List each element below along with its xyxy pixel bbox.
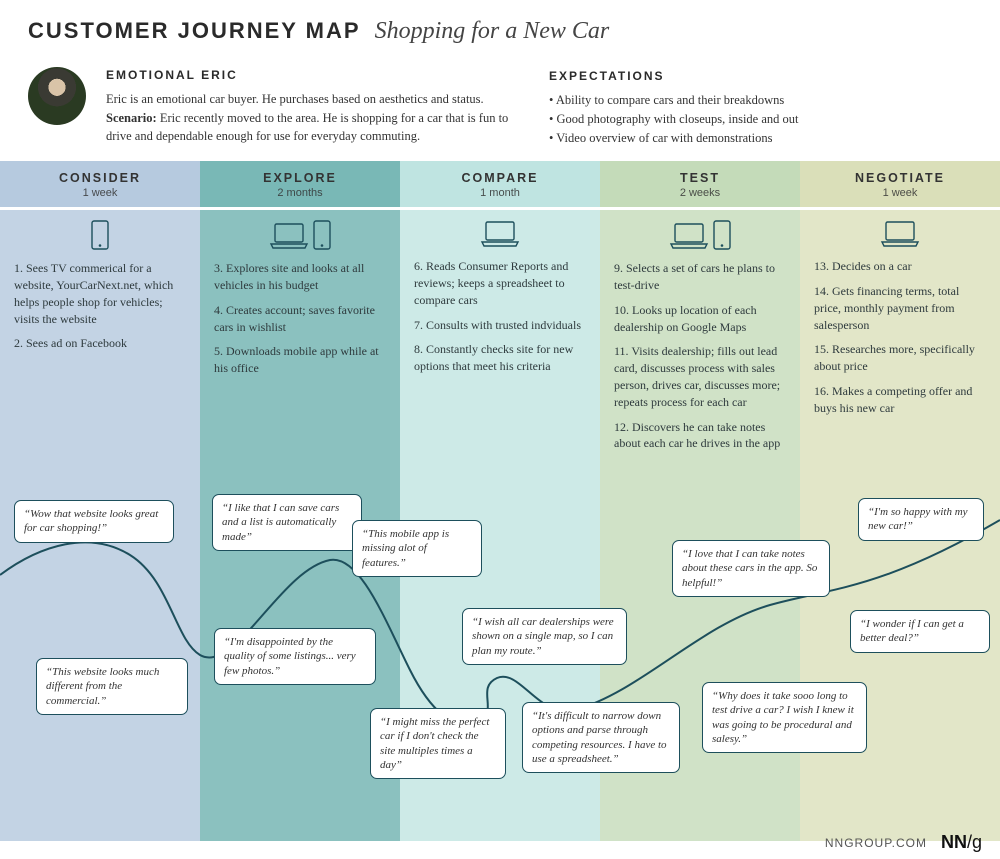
phase-steps: 9. Selects a set of cars he plans to tes… <box>614 260 786 452</box>
phase-steps: 3. Explores site and looks at all vehicl… <box>214 260 386 377</box>
phase-name: TEST <box>604 171 796 185</box>
phase-body: 6. Reads Consumer Reports and reviews; k… <box>400 210 600 490</box>
phase-body: 3. Explores site and looks at all vehicl… <box>200 210 400 490</box>
scenario-label: Scenario: <box>106 111 157 125</box>
device-icons <box>814 220 986 248</box>
step-item: 9. Selects a set of cars he plans to tes… <box>614 260 786 294</box>
quote-bubble: “I might miss the perfect car if I don't… <box>370 708 506 779</box>
step-item: 10. Looks up location of each dealership… <box>614 302 786 336</box>
phase-steps: 6. Reads Consumer Reports and reviews; k… <box>414 258 586 375</box>
phase-duration: 2 months <box>204 187 396 199</box>
expectation-item: Good photography with closeups, inside a… <box>549 110 972 129</box>
quote-bubble: “This mobile app is missing alot of feat… <box>352 520 482 577</box>
step-item: 11. Visits dealership; fills out lead ca… <box>614 343 786 410</box>
step-item: 4. Creates account; saves favorite cars … <box>214 302 386 336</box>
quote-bubble: “I like that I can save cars and a list … <box>212 494 362 551</box>
phase-body: 13. Decides on a car 14. Gets financing t… <box>800 210 1000 490</box>
expectation-item: Ability to compare cars and their breakd… <box>549 91 972 110</box>
phase-duration: 1 week <box>4 187 196 199</box>
footer-site: NNGROUP.COM <box>825 836 927 850</box>
expectations-list: Ability to compare cars and their breakd… <box>549 91 972 147</box>
step-item: 1. Sees TV commerical for a website, You… <box>14 260 186 327</box>
quote-bubble: “I love that I can take notes about thes… <box>672 540 830 597</box>
expectations-label: EXPECTATIONS <box>549 67 972 85</box>
phase-name: CONSIDER <box>4 171 196 185</box>
phase-steps: 13. Decides on a car 14. Gets financing t… <box>814 258 986 416</box>
phase-body: 1. Sees TV commerical for a website, You… <box>0 210 200 490</box>
persona-text: EMOTIONAL ERIC Eric is an emotional car … <box>106 67 529 145</box>
step-item: 13. Decides on a car <box>814 258 986 275</box>
step-item: 6. Reads Consumer Reports and reviews; k… <box>414 258 586 308</box>
scenario-text: Eric recently moved to the area. He is s… <box>106 111 508 143</box>
persona-row: EMOTIONAL ERIC Eric is an emotional car … <box>0 53 1000 161</box>
step-item: 15. Researches more, specifically about … <box>814 341 986 375</box>
quote-bubble: “I'm so happy with my new car!” <box>858 498 984 541</box>
title-subtitle: Shopping for a New Car <box>375 18 610 45</box>
phase-name: COMPARE <box>404 171 596 185</box>
footer: NNGROUP.COM NN/g <box>825 832 982 853</box>
title-bold: CUSTOMER JOURNEY MAP <box>28 18 361 44</box>
persona-scenario: Scenario: Eric recently moved to the are… <box>106 109 529 145</box>
phase-header: CONSIDER 1 week <box>0 161 200 210</box>
step-item: 2. Sees ad on Facebook <box>14 335 186 352</box>
quote-bubble: “Wow that website looks great for car sh… <box>14 500 174 543</box>
phase-body: 9. Selects a set of cars he plans to tes… <box>600 210 800 490</box>
phase-header: NEGOTIATE 1 week <box>800 161 1000 210</box>
phase-duration: 2 weeks <box>604 187 796 199</box>
phase-header: COMPARE 1 month <box>400 161 600 210</box>
quote-bubble: “I wish all car dealerships were shown o… <box>462 608 627 665</box>
footer-logo: NN/g <box>941 832 982 853</box>
step-item: 16. Makes a competing offer and buys his… <box>814 383 986 417</box>
step-item: 8. Constantly checks site for new option… <box>414 341 586 375</box>
quote-bubble: “Why does it take sooo long to test driv… <box>702 682 867 753</box>
expectations: EXPECTATIONS Ability to compare cars and… <box>549 67 972 147</box>
step-item: 3. Explores site and looks at all vehicl… <box>214 260 386 294</box>
device-icons <box>14 220 186 250</box>
step-item: 5. Downloads mobile app while at his off… <box>214 343 386 377</box>
phase-name: EXPLORE <box>204 171 396 185</box>
phase-duration: 1 month <box>404 187 596 199</box>
step-item: 12. Discovers he can take notes about ea… <box>614 419 786 453</box>
step-item: 14. Gets financing terms, total price, m… <box>814 283 986 333</box>
phase-name: NEGOTIATE <box>804 171 996 185</box>
step-item: 7. Consults with trusted indviduals <box>414 317 586 334</box>
phase-duration: 1 week <box>804 187 996 199</box>
phase-steps: 1. Sees TV commerical for a website, You… <box>14 260 186 352</box>
quote-bubble: “I wonder if I can get a better deal?” <box>850 610 990 653</box>
phase-header: TEST 2 weeks <box>600 161 800 210</box>
logo-nn: NN <box>941 832 967 852</box>
device-icons <box>614 220 786 250</box>
avatar <box>28 67 86 125</box>
quote-bubble: “I'm disappointed by the quality of some… <box>214 628 376 685</box>
device-icons <box>414 220 586 248</box>
persona-name: EMOTIONAL ERIC <box>106 67 529 84</box>
expectation-item: Video overview of car with demonstration… <box>549 129 972 148</box>
phase-header: EXPLORE 2 months <box>200 161 400 210</box>
persona-line1: Eric is an emotional car buyer. He purch… <box>106 90 529 108</box>
logo-g: /g <box>967 832 982 852</box>
header: CUSTOMER JOURNEY MAP Shopping for a New … <box>0 0 1000 53</box>
quote-bubble: “This website looks much different from … <box>36 658 188 715</box>
quote-bubble: “It's difficult to narrow down options a… <box>522 702 680 773</box>
device-icons <box>214 220 386 250</box>
